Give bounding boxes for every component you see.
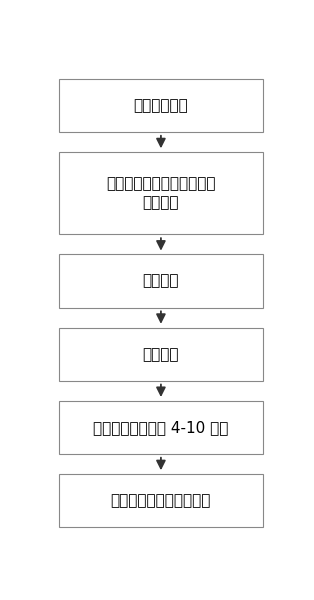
Text: 紫铜和纯钼板: 紫铜和纯钼板 — [133, 98, 188, 113]
Text: 材料预处理，表面打磨、清
洗、叠合: 材料预处理，表面打磨、清 洗、叠合 — [106, 176, 216, 211]
Text: 热轧复合: 热轧复合 — [143, 347, 179, 362]
FancyBboxPatch shape — [59, 79, 263, 132]
FancyBboxPatch shape — [59, 254, 263, 308]
FancyBboxPatch shape — [59, 474, 263, 527]
FancyBboxPatch shape — [59, 152, 263, 235]
Text: 修整，并累积叠轧 4-10 遍次: 修整，并累积叠轧 4-10 遍次 — [93, 420, 229, 435]
Text: 成品退火，裁剪成品尺寸: 成品退火，裁剪成品尺寸 — [111, 493, 211, 508]
Text: 轧前加热: 轧前加热 — [143, 274, 179, 289]
FancyBboxPatch shape — [59, 328, 263, 380]
FancyBboxPatch shape — [59, 401, 263, 454]
